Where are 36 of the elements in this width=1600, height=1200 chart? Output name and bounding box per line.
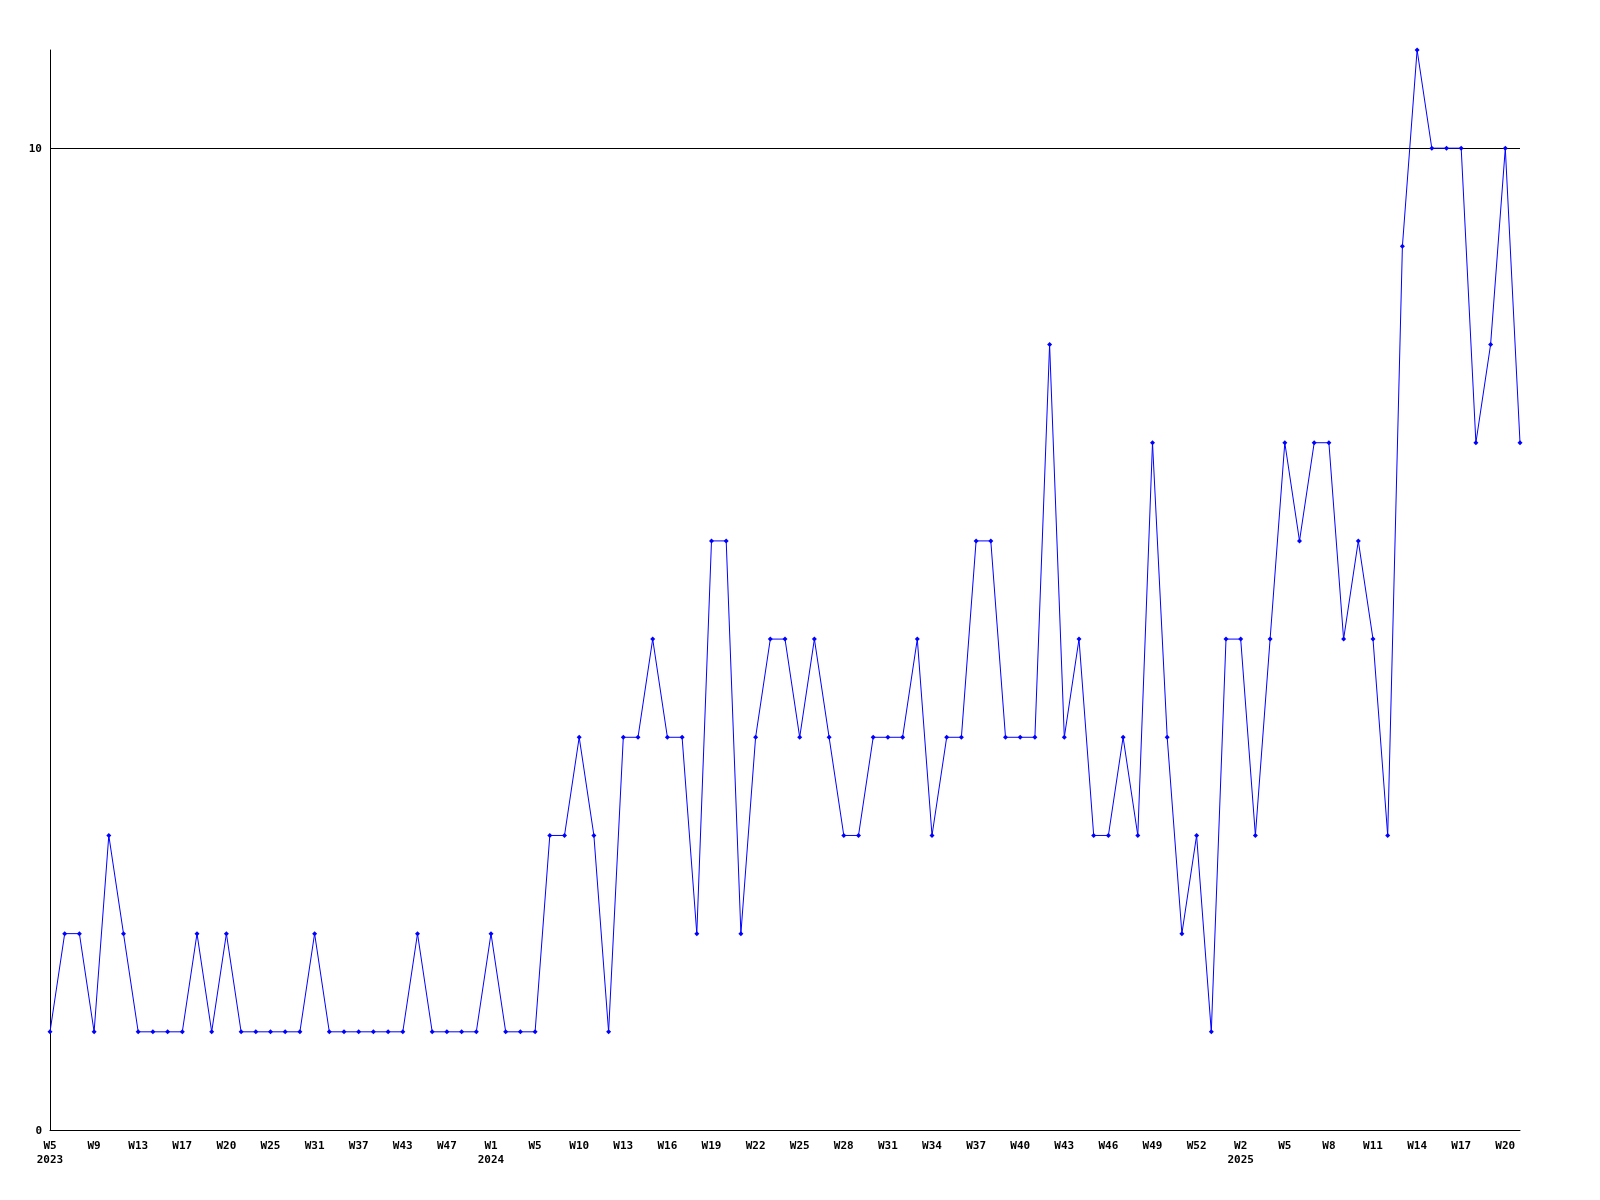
x-tick-label: W14 [1407, 1138, 1428, 1152]
x-tick-label: W9 [87, 1138, 101, 1152]
x-tick-label: W20 [216, 1138, 237, 1152]
x-tick-label: W25 [260, 1138, 281, 1152]
x-tick-label: W16 [657, 1138, 678, 1152]
x-tick-label: W22 [745, 1138, 766, 1152]
x-tick-label: W13 [128, 1138, 149, 1152]
x-tick-label: W34 [922, 1138, 943, 1152]
x-tick-label: W28 [833, 1138, 854, 1152]
x-tick-label: W5 [1278, 1138, 1292, 1152]
x-tick-label: W17 [1451, 1138, 1472, 1152]
x-tick-label: W1 2024 [477, 1138, 505, 1166]
x-tick-label: W10 [569, 1138, 590, 1152]
y-tick-label: 0 [35, 1123, 42, 1137]
x-tick-label: W13 [613, 1138, 634, 1152]
x-tick-label: W46 [1098, 1138, 1119, 1152]
x-tick-label: W25 [789, 1138, 810, 1152]
x-tick-label: W17 [172, 1138, 193, 1152]
x-tick-label: W5 [528, 1138, 542, 1152]
x-tick-label: W37 [348, 1138, 369, 1152]
x-tick-label: W11 [1363, 1138, 1384, 1152]
x-tick-label: W52 [1186, 1138, 1207, 1152]
x-tick-label: W49 [1142, 1138, 1163, 1152]
x-tick-label: W31 [304, 1138, 325, 1152]
x-tick-label: W37 [966, 1138, 987, 1152]
x-tick-label: W40 [1010, 1138, 1031, 1152]
x-tick-label: W43 [1054, 1138, 1075, 1152]
x-tick-label: W2 2025 [1227, 1138, 1254, 1166]
x-tick-label: W20 [1495, 1138, 1516, 1152]
x-tick-label: W5 2023 [36, 1138, 64, 1166]
x-tick-label: W8 [1322, 1138, 1336, 1152]
x-tick-label: W47 [436, 1138, 457, 1152]
x-tick-label: W31 [877, 1138, 899, 1152]
y-tick-label: 10 [28, 141, 42, 155]
x-tick-label: W43 [392, 1138, 413, 1152]
x-tick-label: W19 [701, 1138, 722, 1152]
